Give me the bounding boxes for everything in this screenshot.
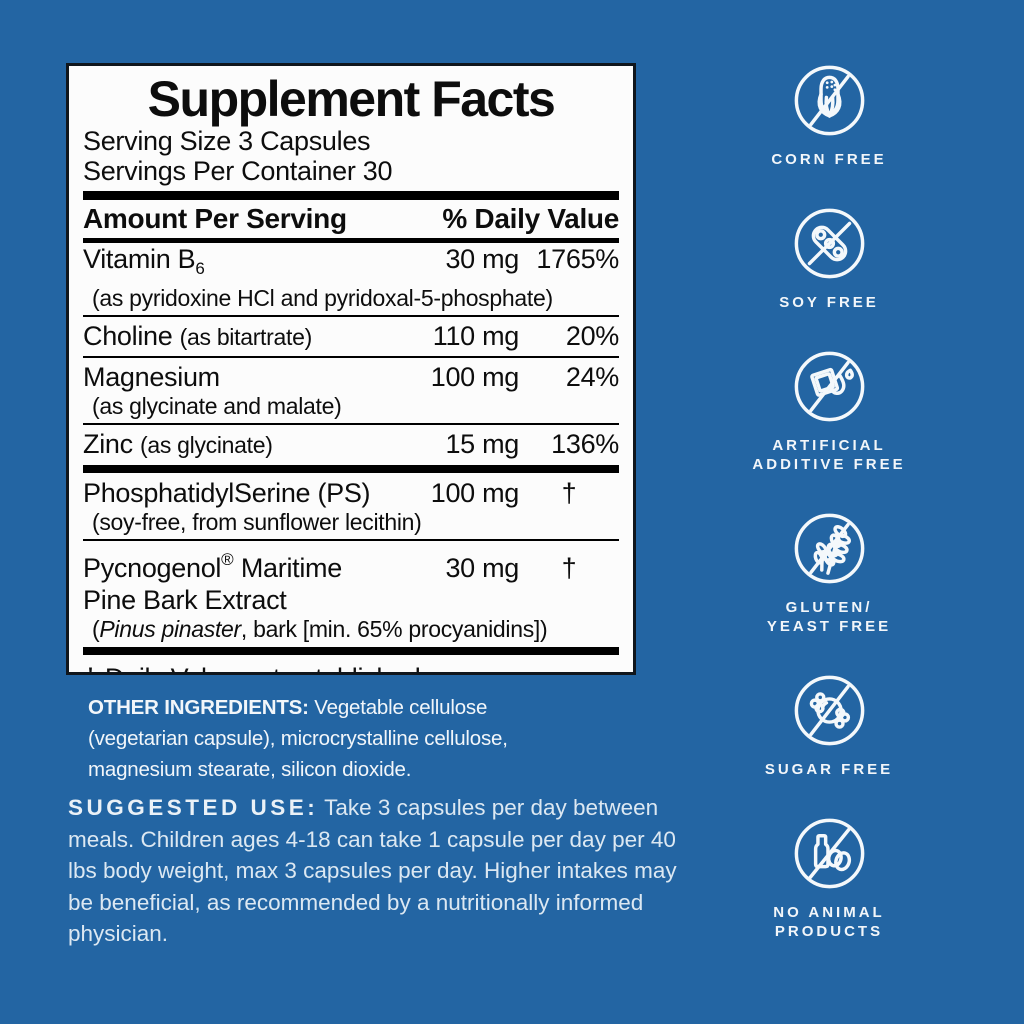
divider-thick (83, 465, 619, 473)
table-row-pycnogenol: Pycnogenol® Maritime 30 mg † (83, 544, 619, 584)
badge-artificial-additive-free: ARTIFICIAL ADDITIVE FREE (752, 348, 905, 474)
table-row-pycnogenol-line2: Pine Bark Extract (83, 584, 619, 616)
nutrient-name: Choline (as bitartrate) (83, 321, 313, 351)
daily-value-header: % Daily Value (442, 203, 619, 234)
amount-per-serving-header: Amount Per Serving (83, 203, 347, 234)
nutrient-name: Zinc (as glycinate) (83, 429, 273, 459)
nutrient-daily-value: 24% (565, 362, 619, 392)
badge-no-animal-products: NO ANIMAL PRODUCTS (773, 815, 884, 941)
serving-size: Serving Size 3 Capsules (83, 126, 371, 156)
badge-label: SOY FREE (779, 294, 879, 311)
nutrient-daily-value: † (561, 553, 577, 583)
wheat-icon (794, 513, 864, 584)
badge-label: ARTIFICIAL ADDITIVE FREE (752, 437, 906, 473)
divider (83, 315, 619, 317)
nutrient-source-note: (as pyridoxine HCl and pyridoxal-5-phosp… (92, 285, 553, 311)
table-header: Amount Per Serving % Daily Value (83, 200, 619, 238)
badge-corn-free: CORN FREE (771, 62, 886, 169)
table-row-choline: Choline (as bitartrate) 110 mg 20% (83, 320, 619, 353)
nutrient-form: (as glycinate) (140, 432, 273, 458)
additive-packet-icon (794, 351, 864, 422)
badge-label: SUGAR FREE (764, 761, 894, 778)
daily-value-footnote: † Daily Value not established. (83, 659, 619, 672)
divider-thick (83, 647, 619, 655)
supplement-facts-panel: Supplement Facts Serving Size 3 Capsules… (66, 63, 636, 675)
other-ingredients-text: Vegetable cellulose (vegetarian capsule)… (88, 696, 508, 781)
badge-label: NO ANIMAL PRODUCTS (773, 904, 885, 940)
nutrient-form: (as bitartrate) (179, 324, 313, 350)
badge-label: GLUTEN/YEAST FREE (766, 599, 892, 635)
nutrient-amount: 110 mg (432, 321, 520, 351)
table-row-vitamin-b6: Vitamin B6 30 mg 1765% (83, 243, 619, 285)
suggested-use-label: SUGGESTED USE: (68, 795, 319, 820)
badge-sugar-free: SUGAR FREE (765, 672, 893, 779)
divider-medium (83, 238, 619, 243)
nutrient-amount: 30 mg (445, 553, 519, 583)
nutrient-amount: 30 mg (445, 244, 519, 274)
nutrient-source-note: (Pinus pinaster, bark [min. 65% procyani… (92, 616, 548, 642)
badge-gluten-yeast-free: GLUTEN/YEAST FREE (767, 510, 891, 636)
candy-icon (794, 675, 864, 746)
other-ingredients: OTHER INGREDIENTS: Vegetable cellulose (… (88, 692, 590, 785)
free-from-badges: CORN FREE SOY FREE (737, 62, 921, 941)
soybean-icon (794, 208, 864, 279)
dairy-egg-icon (794, 818, 864, 889)
corn-icon (794, 65, 864, 136)
divider (83, 356, 619, 358)
nutrient-name: Magnesium (83, 362, 220, 392)
registered-mark: ® (221, 550, 234, 569)
nutrient-amount: 100 mg (430, 478, 520, 508)
other-ingredients-label: OTHER INGREDIENTS: (88, 696, 309, 719)
divider (83, 423, 619, 425)
nutrient-name-continued: Pine Bark Extract (83, 585, 287, 615)
table-row-phosphatidylserine: PhosphatidylSerine (PS) 100 mg † (83, 477, 619, 509)
servings-per-container: Servings Per Container 30 (83, 156, 393, 186)
suggested-use: SUGGESTED USE: Take 3 capsules per day b… (68, 792, 684, 950)
table-row-magnesium: Magnesium 100 mg 24% (83, 361, 619, 393)
nutrient-daily-value: 136% (551, 429, 619, 459)
suggested-use-text: Take 3 capsules per day between meals. C… (68, 795, 677, 946)
supplement-facts-title: Supplement Facts (147, 71, 556, 127)
nutrient-amount: 15 mg (445, 429, 519, 459)
nutrient-source-note: (as glycinate and malate) (92, 393, 342, 419)
nutrient-daily-value: 1765% (536, 244, 619, 274)
latin-name: Pinus pinaster (99, 616, 241, 642)
nutrient-name: Vitamin B6 (83, 244, 205, 278)
nutrient-daily-value: 20% (565, 321, 619, 351)
nutrient-daily-value: † (561, 478, 577, 508)
nutrient-amount: 100 mg (430, 362, 520, 392)
nutrient-name: PhosphatidylSerine (PS) (83, 478, 371, 508)
badge-soy-free: SOY FREE (779, 205, 879, 312)
divider-thick (83, 191, 619, 200)
divider (83, 539, 619, 541)
nutrient-name: Pycnogenol® Maritime (83, 550, 342, 583)
nutrient-source-note: (soy-free, from sunflower lecithin) (92, 509, 422, 535)
table-row-zinc: Zinc (as glycinate) 15 mg 136% (83, 428, 619, 461)
subscript: 6 (195, 259, 205, 278)
badge-label: CORN FREE (771, 151, 887, 168)
